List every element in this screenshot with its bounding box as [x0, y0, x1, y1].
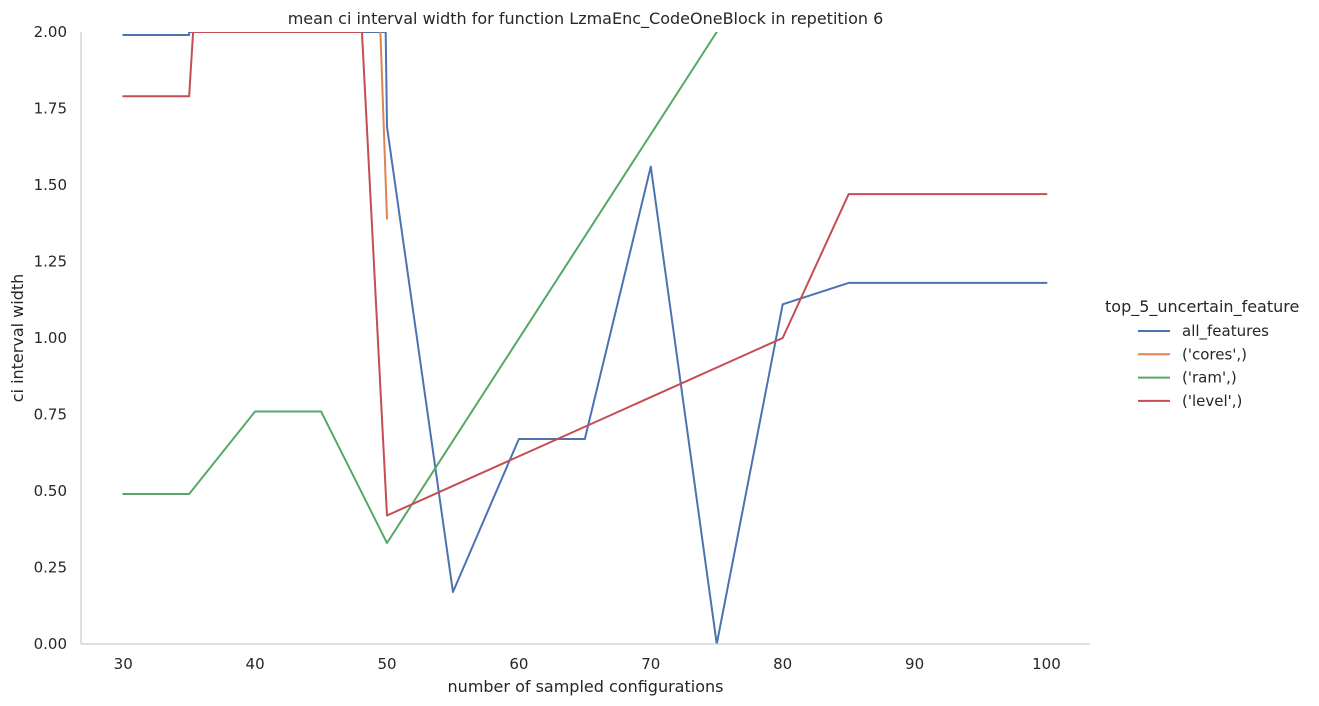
x-axis-title: number of sampled configurations — [448, 677, 724, 696]
legend-label-0: all_features — [1182, 322, 1269, 341]
series-line-0 — [122, 32, 1048, 644]
y-tick-label: 2.00 — [34, 23, 67, 41]
y-tick-label: 0.25 — [34, 559, 67, 577]
axes: 30 40 50 60 70 80 90 100 0.00 0.25 0.50 0.75 1.00 1.2… — [34, 23, 1090, 673]
y-tick-label: 1.75 — [34, 100, 67, 118]
y-axis-title: ci interval width — [8, 274, 27, 403]
legend: top_5_uncertain_feature all_features ('co… — [1105, 297, 1299, 410]
y-tick-label: 0.00 — [34, 635, 67, 653]
x-tick-label: 60 — [509, 655, 528, 673]
y-tick-label: 1.25 — [34, 253, 67, 271]
y-tick-label: 1.50 — [34, 176, 67, 194]
x-tick-label: 70 — [641, 655, 660, 673]
x-tick-label: 50 — [377, 655, 396, 673]
series-line-3 — [122, 32, 1048, 517]
series-lines — [122, 32, 1048, 644]
series-line-2 — [122, 32, 718, 545]
legend-label-3: ('level',) — [1182, 392, 1242, 410]
chart-title: mean ci interval width for function Lzma… — [288, 9, 884, 29]
legend-title: top_5_uncertain_feature — [1105, 297, 1299, 317]
x-tick-label: 80 — [773, 655, 792, 673]
y-tick-label: 0.75 — [34, 406, 67, 424]
x-tick-label: 40 — [246, 655, 265, 673]
legend-label-1: ('cores',) — [1182, 345, 1247, 363]
y-tick-label: 1.00 — [34, 329, 67, 347]
y-tick-label: 0.50 — [34, 482, 67, 500]
x-tick-label: 90 — [905, 655, 924, 673]
x-tick-label: 30 — [114, 655, 133, 673]
legend-label-2: ('ram',) — [1182, 369, 1237, 387]
series-line-1 — [379, 32, 388, 220]
x-tick-label: 100 — [1032, 655, 1061, 673]
